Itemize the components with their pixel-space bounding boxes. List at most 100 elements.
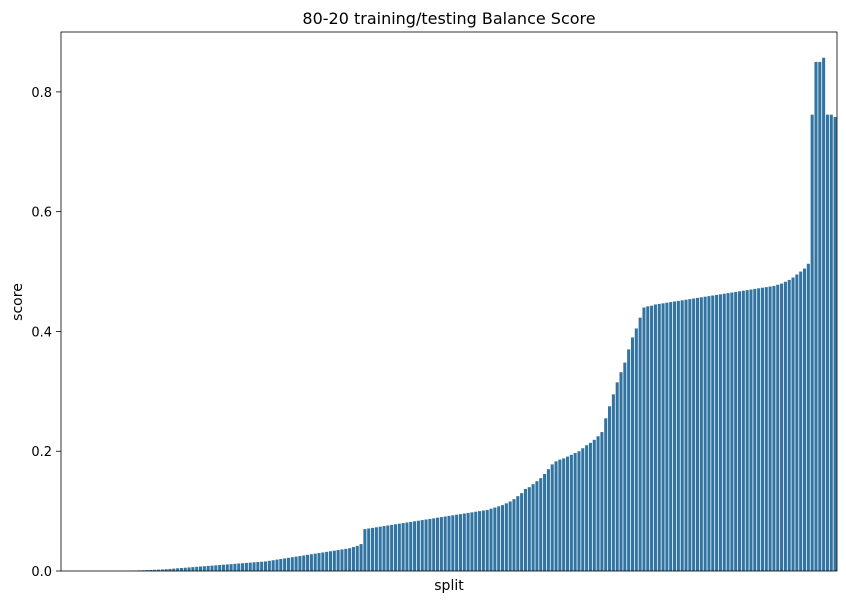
bar — [202, 566, 206, 571]
bar — [573, 453, 577, 571]
bar — [256, 562, 260, 571]
bar — [673, 301, 677, 571]
bar — [500, 505, 505, 571]
bar — [787, 279, 791, 571]
bar — [340, 549, 344, 571]
bar — [684, 299, 688, 571]
bar — [160, 569, 164, 571]
bar — [760, 287, 764, 571]
bar — [512, 499, 516, 571]
bar — [248, 562, 252, 571]
bar — [562, 458, 566, 571]
bar — [168, 568, 172, 571]
y-tick-label: 0.4 — [31, 325, 52, 340]
bar — [164, 569, 168, 571]
bar — [279, 559, 283, 571]
bar — [218, 565, 222, 571]
bar — [726, 293, 730, 571]
bar — [722, 293, 726, 571]
bar — [642, 307, 646, 571]
bar — [554, 461, 558, 571]
bar — [600, 432, 604, 571]
bar — [676, 300, 680, 571]
bar — [283, 558, 287, 571]
bar — [470, 512, 474, 571]
bar — [355, 545, 359, 571]
bar — [699, 297, 703, 571]
bar — [286, 557, 290, 571]
bar — [711, 295, 715, 571]
bar — [237, 563, 241, 571]
bar — [493, 507, 497, 571]
bar — [619, 372, 623, 571]
bar — [627, 349, 631, 571]
bar — [707, 296, 711, 571]
bar — [309, 554, 313, 571]
bar — [550, 464, 554, 571]
bar — [298, 556, 302, 571]
y-axis-label: score — [10, 283, 26, 321]
bar — [753, 288, 757, 571]
bar — [806, 263, 810, 571]
bar — [485, 509, 489, 571]
bar — [818, 61, 822, 571]
bar — [829, 114, 833, 572]
bar — [244, 562, 248, 571]
bar — [745, 290, 749, 571]
bar — [378, 526, 382, 571]
bar — [695, 297, 699, 571]
bar — [145, 570, 149, 571]
bar — [692, 298, 696, 571]
y-tick-label: 0.2 — [31, 445, 52, 460]
bar — [715, 294, 719, 571]
bar — [325, 551, 329, 571]
bar — [451, 515, 455, 571]
bar — [737, 291, 742, 571]
bar — [741, 290, 745, 571]
bar — [455, 514, 459, 571]
bar — [646, 306, 650, 571]
bar — [474, 511, 478, 571]
bar — [795, 274, 799, 571]
bar — [734, 291, 738, 571]
bar — [443, 516, 447, 571]
bar — [386, 525, 390, 571]
bar — [436, 517, 440, 571]
bar — [776, 284, 780, 571]
bar — [405, 522, 409, 571]
bar — [351, 547, 355, 571]
bar — [275, 559, 279, 571]
bar — [638, 317, 642, 571]
bar — [581, 448, 585, 571]
bar — [210, 565, 214, 571]
bar — [401, 523, 405, 571]
bar — [623, 362, 627, 571]
bar — [263, 561, 268, 571]
bar — [535, 481, 539, 571]
bar — [328, 551, 333, 571]
bar — [653, 304, 657, 571]
bar — [657, 303, 661, 571]
bar — [768, 286, 772, 571]
bar — [241, 563, 245, 571]
bar — [596, 436, 600, 571]
bar — [462, 513, 466, 571]
bar — [608, 406, 612, 571]
bar — [336, 550, 340, 571]
bar — [665, 302, 669, 571]
bar — [221, 564, 225, 571]
bar — [393, 524, 398, 571]
bar — [313, 553, 317, 571]
bar — [321, 552, 325, 571]
bar — [611, 394, 615, 571]
bar — [565, 456, 570, 571]
bar — [592, 439, 596, 571]
bar — [191, 567, 195, 571]
bar — [783, 281, 787, 571]
bar — [814, 61, 818, 571]
plot-frame — [60, 31, 838, 572]
bar — [439, 517, 443, 571]
bar — [179, 568, 183, 571]
x-axis-label: split — [434, 578, 464, 594]
bar — [172, 568, 176, 571]
